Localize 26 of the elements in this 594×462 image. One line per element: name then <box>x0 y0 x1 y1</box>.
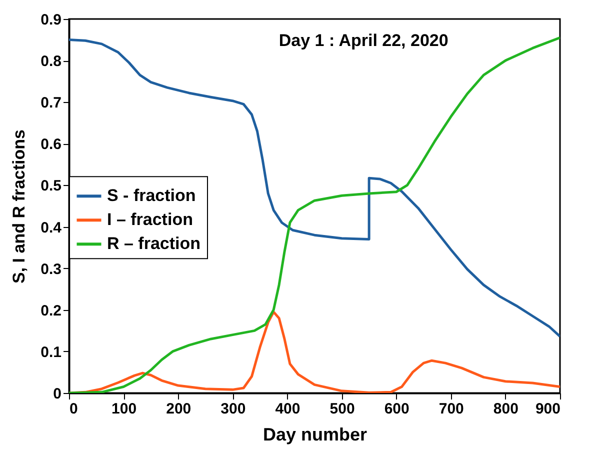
x-tick-label: 600 <box>384 400 410 418</box>
x-tick-label: 100 <box>112 400 137 418</box>
y-tick-label: 0 <box>53 386 62 402</box>
x-tick-label: 900 <box>535 400 560 418</box>
x-tick-label: 400 <box>275 400 300 418</box>
legend-label: R – fraction <box>107 234 201 254</box>
legend-label: S - fraction <box>107 186 196 206</box>
x-axis-title: Day number <box>262 424 368 444</box>
y-tick-label: 0.9 <box>40 12 62 28</box>
y-tick-label: 0.5 <box>40 178 62 195</box>
y-tick-label: 0.1 <box>40 344 62 361</box>
x-tick-label: 800 <box>493 400 518 418</box>
y-tick-label: 0.8 <box>40 53 62 70</box>
x-tick-label: 300 <box>220 400 246 418</box>
legend-label: I – fraction <box>107 210 193 230</box>
x-tick-label: 500 <box>330 400 355 418</box>
y-tick-label: 0.7 <box>40 94 62 112</box>
y-tick-label: 0.4 <box>40 219 62 236</box>
y-tick-label: 0.3 <box>40 260 62 278</box>
y-axis-title: S, I and R fractions <box>10 130 29 284</box>
y-tick-label: 0.6 <box>40 136 62 154</box>
x-tick-label: 0 <box>70 400 78 418</box>
x-tick-label: 200 <box>166 400 192 418</box>
y-tick-label: 0.2 <box>40 302 62 320</box>
annotation: Day 1 : April 22, 2020 <box>278 31 448 50</box>
x-tick-label: 700 <box>438 400 464 418</box>
